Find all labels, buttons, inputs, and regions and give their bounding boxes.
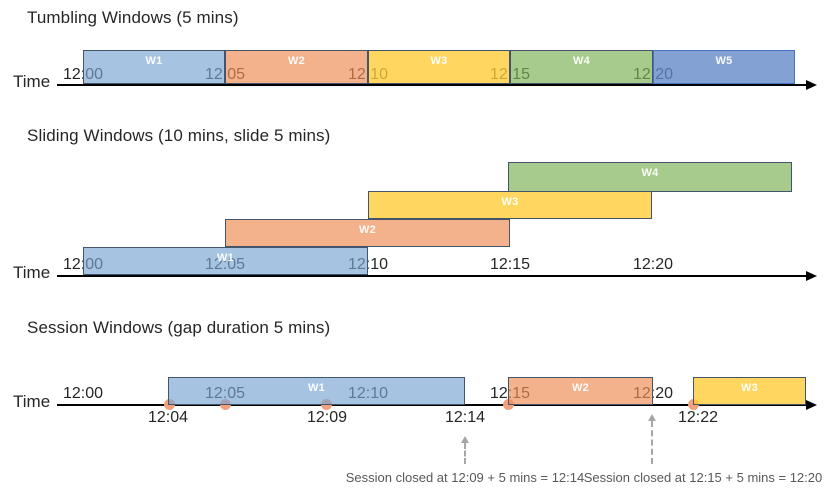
- session-closed-note-2: Session closed at 12:15 + 5 mins = 12:20: [583, 470, 823, 485]
- tick-label: 12:15: [489, 256, 531, 273]
- annotation-up-arrow-icon: [647, 414, 657, 464]
- arrow-shaft: [464, 443, 466, 464]
- tumbling-window-w3: W3: [368, 50, 510, 84]
- arrow-head: [461, 436, 469, 443]
- event-time-label: 12:04: [147, 409, 189, 426]
- arrow-head: [648, 414, 656, 421]
- window-label: W1: [307, 382, 326, 394]
- window-label: W2: [358, 224, 377, 236]
- tumbling-time-axis: [57, 84, 806, 86]
- window-label: W3: [740, 382, 759, 394]
- session-window-w1: W1: [168, 377, 465, 405]
- tumbling-window-w1: W1: [83, 50, 225, 84]
- sliding-time-axis: [57, 275, 806, 277]
- session-time-axis: [57, 404, 806, 406]
- tumbling-window-w4: W4: [510, 50, 653, 84]
- session-window-w2: W2: [508, 377, 653, 405]
- tumbling-time-axis-label: Time: [13, 72, 51, 91]
- tick-label: 12:00: [62, 385, 104, 402]
- tumbling-title: Tumbling Windows (5 mins): [27, 8, 239, 27]
- event-time-label: 12:14: [444, 409, 486, 426]
- arrow-right-icon: [806, 80, 817, 90]
- window-label: W1: [216, 252, 235, 264]
- session-title: Session Windows (gap duration 5 mins): [27, 318, 331, 337]
- window-label: W4: [572, 55, 591, 67]
- sliding-title: Sliding Windows (10 mins, slide 5 mins): [27, 126, 331, 145]
- arrow-right-icon: [806, 400, 817, 410]
- arrow-shaft: [651, 421, 653, 464]
- window-label: W3: [501, 196, 519, 208]
- window-label: W3: [430, 55, 448, 67]
- arrow-right-icon: [806, 271, 817, 281]
- sliding-window-w4: W4: [508, 162, 792, 192]
- window-label: W5: [715, 55, 733, 67]
- session-time-axis-label: Time: [13, 392, 51, 411]
- annotation-up-arrow-icon: [460, 436, 470, 464]
- event-time-label: 12:22: [677, 409, 719, 426]
- tick-label: 12:20: [632, 256, 674, 273]
- sliding-window-w3: W3: [368, 191, 652, 219]
- session-closed-note-1: Session closed at 12:09 + 5 mins = 12:14: [345, 470, 585, 485]
- sliding-time-axis-label: Time: [13, 263, 51, 282]
- tumbling-window-w5: W5: [653, 50, 795, 84]
- event-time-label: 12:09: [306, 409, 348, 426]
- window-label: W2: [287, 55, 306, 67]
- sliding-window-w1: W1: [83, 247, 368, 275]
- window-label: W4: [641, 167, 659, 179]
- session-window-w3: W3: [693, 377, 806, 405]
- tumbling-window-w2: W2: [225, 50, 368, 84]
- window-label: W2: [571, 382, 590, 394]
- window-label: W1: [145, 55, 163, 67]
- sliding-window-w2: W2: [225, 219, 510, 247]
